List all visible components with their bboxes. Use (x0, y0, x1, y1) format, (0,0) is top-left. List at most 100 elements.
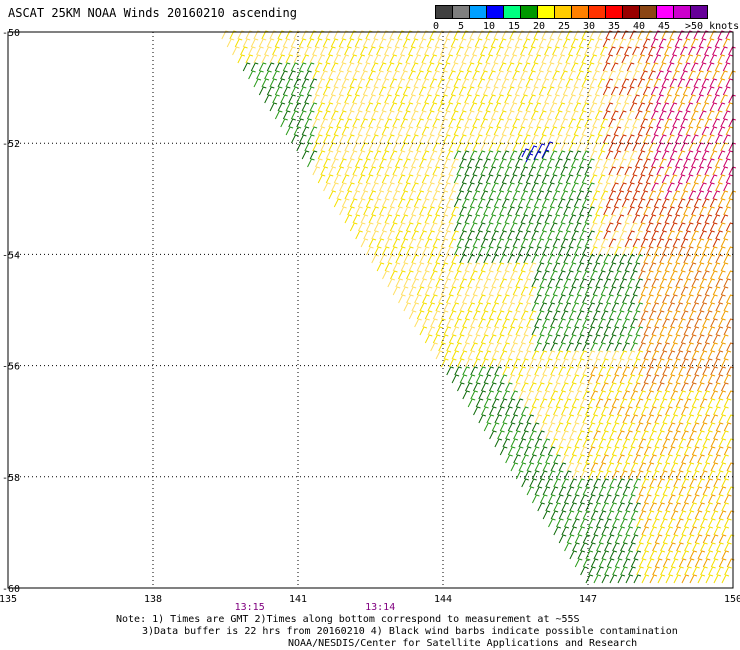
wind-barb (504, 94, 512, 104)
wind-barb (424, 286, 433, 296)
wind-barb (579, 494, 588, 504)
wind-barb (584, 94, 592, 104)
wind-barb (539, 446, 548, 456)
wind-barb (554, 86, 563, 96)
wind-barb (635, 470, 644, 480)
wind-barb (538, 86, 547, 96)
wind-barb (693, 54, 702, 64)
wind-barb (504, 358, 513, 368)
wind-barb (514, 38, 523, 48)
wind-barb (560, 46, 568, 56)
wind-barb (530, 110, 539, 120)
wind-barb (648, 358, 657, 368)
wind-barb (493, 174, 502, 184)
wind-barb (630, 270, 638, 280)
wind-barb (499, 374, 508, 384)
wind-barb (564, 518, 572, 528)
wind-barb (720, 190, 729, 200)
wind-barb (650, 110, 659, 120)
wind-barb (702, 438, 711, 448)
wind-barb (277, 102, 286, 112)
wind-barb (675, 398, 684, 408)
wind-barb (248, 46, 256, 56)
wind-barb (686, 486, 695, 496)
wind-barb (502, 366, 510, 376)
wind-barb (486, 366, 494, 376)
wind-barb (699, 206, 707, 216)
wind-barb (627, 470, 636, 480)
wind-barb (562, 110, 571, 120)
wind-barb (309, 126, 318, 136)
wind-barb (573, 102, 582, 112)
wind-barb (547, 182, 555, 192)
wind-barb (544, 190, 553, 200)
wind-barb (592, 94, 600, 104)
wind-barb (435, 158, 443, 168)
wind-barb (515, 134, 523, 144)
wind-barb (617, 574, 626, 584)
wind-barb (419, 158, 427, 168)
wind-barb (474, 110, 483, 120)
wind-barb (560, 334, 569, 344)
wind-barb (696, 286, 705, 296)
wind-barb (624, 190, 633, 200)
wind-barb (539, 254, 547, 264)
wind-barb (619, 470, 628, 480)
lon-tick-label: 138 (144, 594, 162, 605)
wind-barb (611, 374, 620, 384)
wind-barb (462, 270, 470, 280)
wind-barb (595, 470, 604, 480)
wind-barb (397, 198, 406, 208)
wind-barb (406, 294, 414, 304)
wind-barb (545, 502, 553, 512)
wind-barb (557, 54, 566, 64)
wind-barb (582, 462, 591, 472)
wind-barb (691, 182, 699, 192)
wind-barb (531, 134, 539, 144)
wind-barb (307, 134, 315, 144)
wind-barb (686, 318, 694, 328)
wind-barb (339, 134, 347, 144)
wind-barb (539, 494, 548, 504)
wind-barb (461, 246, 470, 256)
wind-barb (555, 182, 563, 192)
wind-barb (269, 54, 278, 64)
wind-barb (638, 294, 646, 304)
wind-barb (596, 566, 604, 576)
wind-barb (413, 126, 422, 136)
wind-barb (414, 270, 422, 280)
wind-barb (384, 70, 392, 80)
wind-barb (658, 62, 667, 72)
wind-barb (453, 222, 462, 232)
wind-barb (627, 254, 635, 264)
wind-barb (688, 166, 697, 176)
wind-barb (373, 198, 382, 208)
wind-barb (528, 334, 537, 344)
wind-barb (606, 366, 614, 376)
wind-barb (685, 198, 694, 208)
wind-barb (678, 510, 687, 520)
wind-barb (715, 230, 723, 240)
wind-barb (400, 94, 408, 104)
wind-barb (499, 422, 508, 432)
wind-barb (672, 238, 681, 248)
wind-barb (706, 110, 715, 120)
wind-barb (357, 150, 366, 160)
wind-barb (386, 62, 395, 72)
wind-barb (301, 150, 310, 160)
wind-barb (662, 294, 670, 304)
wind-barb (661, 198, 670, 208)
wind-barb (720, 70, 728, 80)
wind-barb (475, 158, 483, 168)
wind-barb (338, 110, 347, 120)
wind-barb (704, 334, 713, 344)
wind-barb (325, 78, 334, 88)
wind-barb (613, 78, 622, 88)
wind-barb (701, 126, 710, 136)
wind-barb (609, 550, 618, 560)
wind-barb (432, 190, 441, 200)
wind-barb (373, 78, 382, 88)
wind-barb (672, 118, 680, 128)
wind-barb (603, 134, 611, 144)
